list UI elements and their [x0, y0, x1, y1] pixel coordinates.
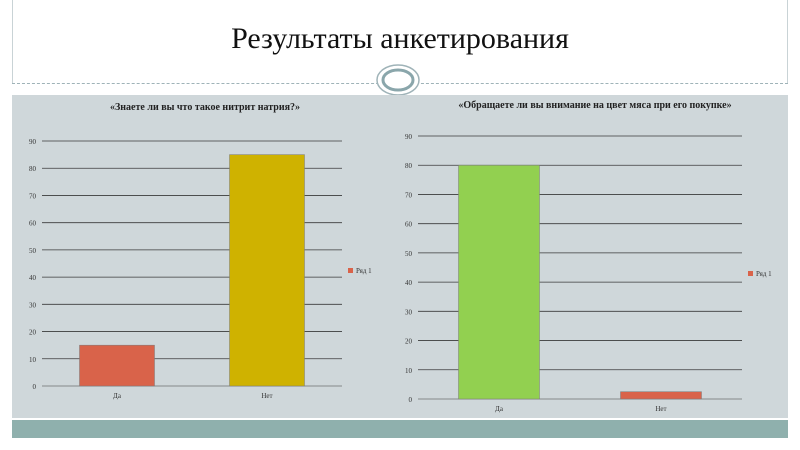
- circle-ornament-icon: [376, 64, 420, 96]
- chart1-ytick-label: 70: [29, 192, 37, 200]
- chart2-xtick-label: Да: [495, 405, 504, 413]
- chart1-xtick-label: Да: [113, 392, 122, 400]
- chart2-ytick-label: 30: [405, 308, 413, 316]
- chart1-ytick-label: 50: [29, 247, 37, 255]
- chart1-ytick-label: 40: [29, 274, 37, 282]
- chart2-ytick-label: 70: [405, 191, 413, 199]
- chart2-legend-swatch: [748, 271, 753, 276]
- chart1-ytick-label: 10: [29, 356, 37, 364]
- chart1-title: «Знаете ли вы что такое нитрит натрия?»: [110, 102, 300, 113]
- chart2-plot: 0 10 20 30 40 50 60 70 80 90 Да Нет Ряд 1: [405, 133, 772, 413]
- chart2-ytick-label: 80: [405, 162, 413, 170]
- chart2-ytick-label: 40: [405, 279, 413, 287]
- chart2-xtick-label: Нет: [655, 405, 666, 413]
- chart1-ytick-label: 20: [29, 329, 37, 337]
- chart1-ytick-label: 90: [29, 138, 37, 146]
- chart1-bar-2: [229, 154, 305, 387]
- chart2-bar-1: [458, 164, 540, 400]
- frame-left-border: [12, 0, 13, 84]
- chart1-plot: 0 10 20 30 40 50 60 70 80 90 Да Нет Ряд 1: [29, 138, 372, 400]
- chart1-ytick-label: 30: [29, 301, 37, 309]
- chart2-legend-label: Ряд 1: [756, 270, 772, 278]
- footer-band: [12, 420, 788, 438]
- chart2-ytick-label: 60: [405, 221, 413, 229]
- chart1-bar-1: [79, 344, 155, 387]
- chart1-legend-label: Ряд 1: [356, 267, 372, 275]
- chart2-ytick-label: 0: [409, 396, 413, 404]
- chart2-ytick-label: 50: [405, 250, 413, 258]
- chart1-ytick-label: 80: [29, 165, 37, 173]
- chart2-ytick-label: 10: [405, 367, 413, 375]
- frame-right-border: [787, 0, 788, 84]
- chart1-ytick-label: 60: [29, 220, 37, 228]
- chart2-ytick-label: 20: [405, 338, 413, 346]
- slide-title: Результаты анкетирования: [231, 22, 569, 55]
- chart1-legend-swatch: [348, 268, 353, 273]
- chart2-bar-2: [620, 391, 702, 400]
- chart1-xtick-label: Нет: [261, 392, 272, 400]
- chart1-ytick-label: 0: [33, 383, 37, 391]
- chart2-ytick-label: 90: [405, 133, 413, 141]
- chart2-title: «Обращаете ли вы внимание на цвет мяса п…: [458, 100, 732, 111]
